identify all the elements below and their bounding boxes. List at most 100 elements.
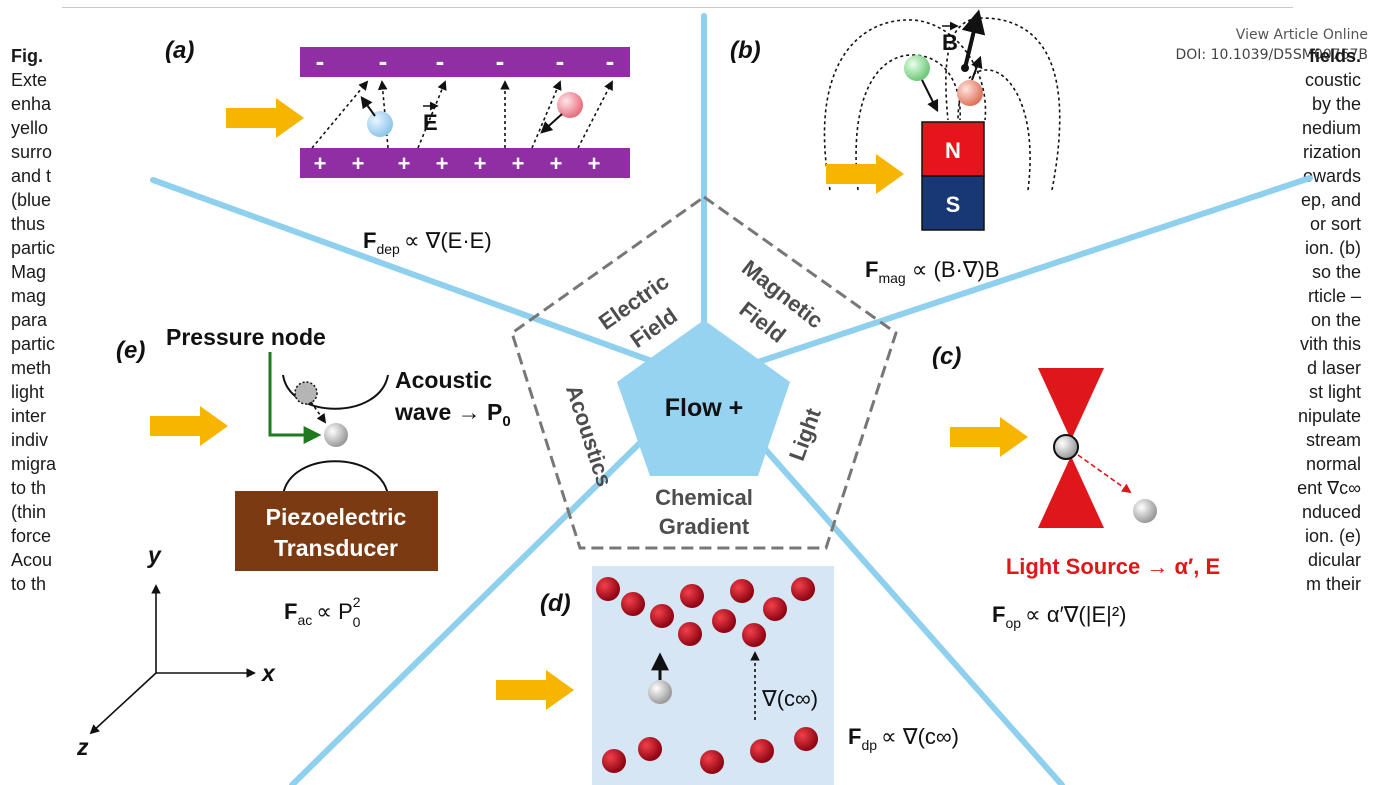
sector-chemical-line2: Gradient — [659, 514, 750, 539]
panel-c-label: (c) — [932, 343, 961, 370]
magnet-north-label: N — [945, 138, 961, 163]
sector-chemical-line1: Chemical — [655, 485, 753, 510]
transducer-line1: Piezoelectric — [266, 504, 407, 530]
transducer-line2: Transducer — [274, 535, 398, 561]
caption-line-right: nedium — [1301, 118, 1361, 138]
positive-electrode — [300, 148, 630, 178]
caption-line-right: fields. — [1308, 46, 1361, 66]
acoustic-wave-lower — [282, 460, 389, 496]
x-axis-label: x — [260, 660, 276, 686]
caption-line-right: ent ∇c∞ — [1297, 478, 1361, 498]
caption-line-right: dicular — [1307, 550, 1361, 570]
caption-line-right: ion. (b) — [1304, 238, 1361, 258]
plus-sign: + — [398, 151, 411, 176]
dashed-pentagon — [510, 195, 898, 550]
laser-beam-lower — [1038, 456, 1104, 528]
center-label: Flow + — [665, 394, 743, 422]
plus-sign: + — [550, 151, 563, 176]
ghost-particle — [294, 381, 318, 405]
caption-line-left: Exte — [11, 70, 48, 90]
caption-line-left: indiv — [11, 430, 49, 450]
acoustic-wave-upper — [282, 374, 389, 410]
plus-sign: + — [352, 151, 365, 176]
panel-a-label: (a) — [165, 37, 194, 64]
op-force-equation: Fop ∝ α′∇(|E|²) — [992, 602, 1127, 631]
plus-sign: + — [588, 151, 601, 176]
flow-arrow-b — [826, 154, 904, 194]
red-particles — [596, 577, 818, 774]
z-axis — [89, 672, 157, 735]
caption-line-left: mag — [11, 286, 47, 306]
caption-line-right: by the — [1311, 94, 1361, 114]
minus-sign: - — [436, 46, 445, 76]
caption-line-left: thus — [11, 214, 46, 234]
coordinate-axes — [89, 584, 256, 735]
panel-b-magnetophoresis: (b) B N S Fmag ∝ (B·∇)B — [730, 9, 1061, 286]
minus-sign: - — [379, 46, 388, 76]
caption-line-left: para — [11, 310, 48, 330]
laser-beam-upper — [1038, 368, 1104, 440]
caption-line-right: so the — [1311, 262, 1361, 282]
positive-charge-signs: + + + + + + + + — [314, 151, 601, 176]
z-axis-label: z — [76, 734, 89, 760]
article-link-block: View Article Online DOI: 10.1039/D5SM007… — [1176, 25, 1369, 65]
minus-sign: - — [556, 46, 565, 76]
caption-line-left: Mag — [11, 262, 47, 282]
magnetic-field-symbol: B — [942, 30, 958, 55]
particle-blue — [367, 111, 393, 137]
caption-right-fragments: fields. coustic by the nedium rization owards… — [1201, 44, 1361, 596]
caption-line-left: to th — [11, 478, 47, 498]
flow-arrow-e — [150, 406, 228, 446]
divider-left — [150, 177, 707, 383]
ac-force-equation: Fac ∝ P2 0 — [284, 594, 361, 630]
caption-line-left: surro — [11, 142, 53, 162]
acoustic-wave-line1: Acoustic — [395, 367, 492, 393]
caption-line-right: rticle – — [1307, 286, 1361, 306]
acoustic-wave-line2: wave → P0 — [394, 399, 511, 430]
particle-pink — [557, 92, 583, 118]
magnet-south — [921, 175, 985, 231]
trapped-particle — [1053, 434, 1079, 460]
caption-line-left: inter — [11, 406, 47, 426]
divider-bottom-left — [289, 377, 707, 785]
panel-d-label: (d) — [540, 590, 571, 617]
panel-c-optical: (c) Light Source → α′, E Fop ∝ α′∇(|E|²) — [932, 343, 1220, 631]
y-axis-label: y — [147, 542, 162, 568]
caption-line-right: or sort — [1309, 214, 1361, 234]
plus-sign: + — [474, 151, 487, 176]
migrating-particle — [648, 680, 672, 704]
minus-sign: - — [316, 46, 325, 76]
caption-line-left: force — [11, 526, 52, 546]
caption-line-right: coustic — [1304, 70, 1361, 90]
divider-right — [701, 175, 1313, 383]
caption-line-left: Acou — [11, 550, 53, 570]
electric-field-symbol: E — [423, 110, 438, 135]
mag-force-equation: Fmag ∝ (B·∇)B — [865, 257, 1000, 286]
light-source-label: Light Source → α′, E — [1006, 554, 1220, 579]
caption-line-right: stream — [1305, 430, 1361, 450]
caption-line-right: on the — [1310, 310, 1361, 330]
sector-acoustics-label: Acoustics — [561, 382, 617, 490]
panel-e-acoustophoresis: (e) Pressure node Acoustic wave → P0 Pie… — [116, 324, 511, 630]
dp-force-equation: Fdp ∝ ∇(c∞) — [848, 724, 959, 753]
doi-link[interactable]: DOI: 10.1039/D5SM00767B — [1175, 47, 1369, 63]
caption-line-left: partic — [11, 334, 56, 354]
piezoelectric-transducer — [235, 491, 438, 571]
caption-line-left: light — [11, 382, 45, 402]
view-article-online-link[interactable]: View Article Online — [1235, 27, 1368, 43]
caption-line-left: to th — [11, 574, 47, 594]
minus-sign: - — [606, 46, 615, 76]
caption-line-left: yello — [11, 118, 49, 138]
magnet-north — [921, 121, 985, 177]
node-particle — [324, 423, 348, 447]
minus-sign: - — [496, 46, 505, 76]
flow-arrow-c — [950, 417, 1028, 457]
caption-line-right: ep, and — [1300, 190, 1361, 210]
pressure-node-pointer — [268, 352, 322, 444]
caption-line-left: partic — [11, 238, 56, 258]
field-lines-a — [311, 80, 613, 149]
dep-force-equation: Fdep ∝ ∇(E·E) — [363, 228, 492, 257]
panel-a-dielectrophoresis: (a) - - - - - - + + + + + + + + E Fdep ∝ ∇(E·E) — [165, 37, 630, 257]
pressure-node-label: Pressure node — [166, 324, 326, 350]
